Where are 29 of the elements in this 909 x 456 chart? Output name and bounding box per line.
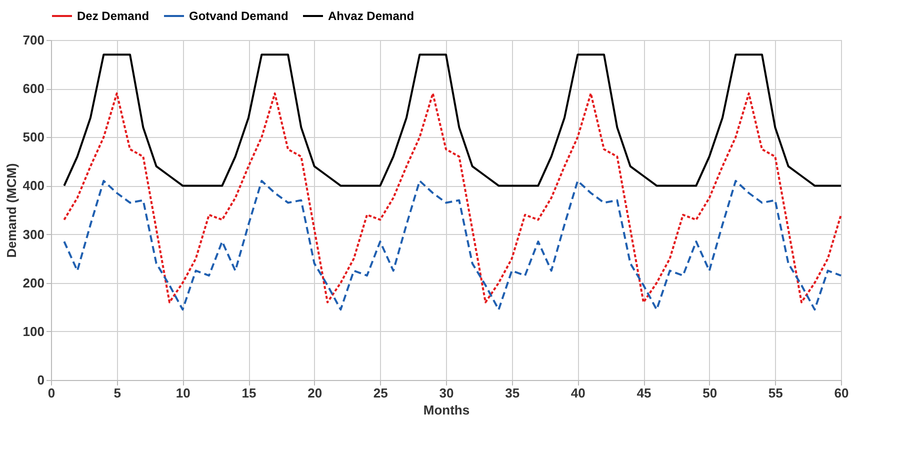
- y-tick-label: 300: [22, 226, 44, 242]
- legend-label: Dez Demand: [77, 9, 150, 23]
- x-tick-label: 5: [114, 386, 121, 400]
- y-tick-label: 500: [22, 130, 44, 145]
- y-tick-label: 0: [37, 372, 44, 388]
- line-series: [63, 54, 842, 187]
- x-axis-title: Months: [423, 402, 470, 418]
- y-tick-label: 100: [22, 324, 44, 339]
- x-tick-label: 55: [768, 386, 783, 400]
- line-series: [63, 180, 842, 311]
- line-series: [63, 92, 842, 304]
- x-tick-label: 30: [439, 386, 454, 400]
- y-tick-label: 600: [22, 81, 44, 96]
- legend-label: Gotvand Demand: [189, 9, 288, 23]
- y-axis-title: Demand (MCM): [4, 163, 19, 258]
- legend-label: Ahvaz Demand: [328, 9, 414, 23]
- x-tick-label: 20: [308, 386, 322, 400]
- x-tick-label: 60: [834, 386, 849, 400]
- x-tick-label: 0: [48, 386, 56, 400]
- y-tick-label: 400: [22, 178, 44, 194]
- y-tick-label: 700: [22, 32, 44, 48]
- y-tick-label: 200: [22, 275, 44, 290]
- x-tick-label: 10: [176, 386, 190, 400]
- x-tick-label: 45: [636, 386, 652, 400]
- x-tick-label: 50: [702, 386, 718, 400]
- x-tick-label: 25: [373, 386, 388, 400]
- x-tick-label: 40: [570, 386, 586, 400]
- x-tick-label: 15: [242, 386, 256, 400]
- x-tick-label: 35: [505, 386, 520, 400]
